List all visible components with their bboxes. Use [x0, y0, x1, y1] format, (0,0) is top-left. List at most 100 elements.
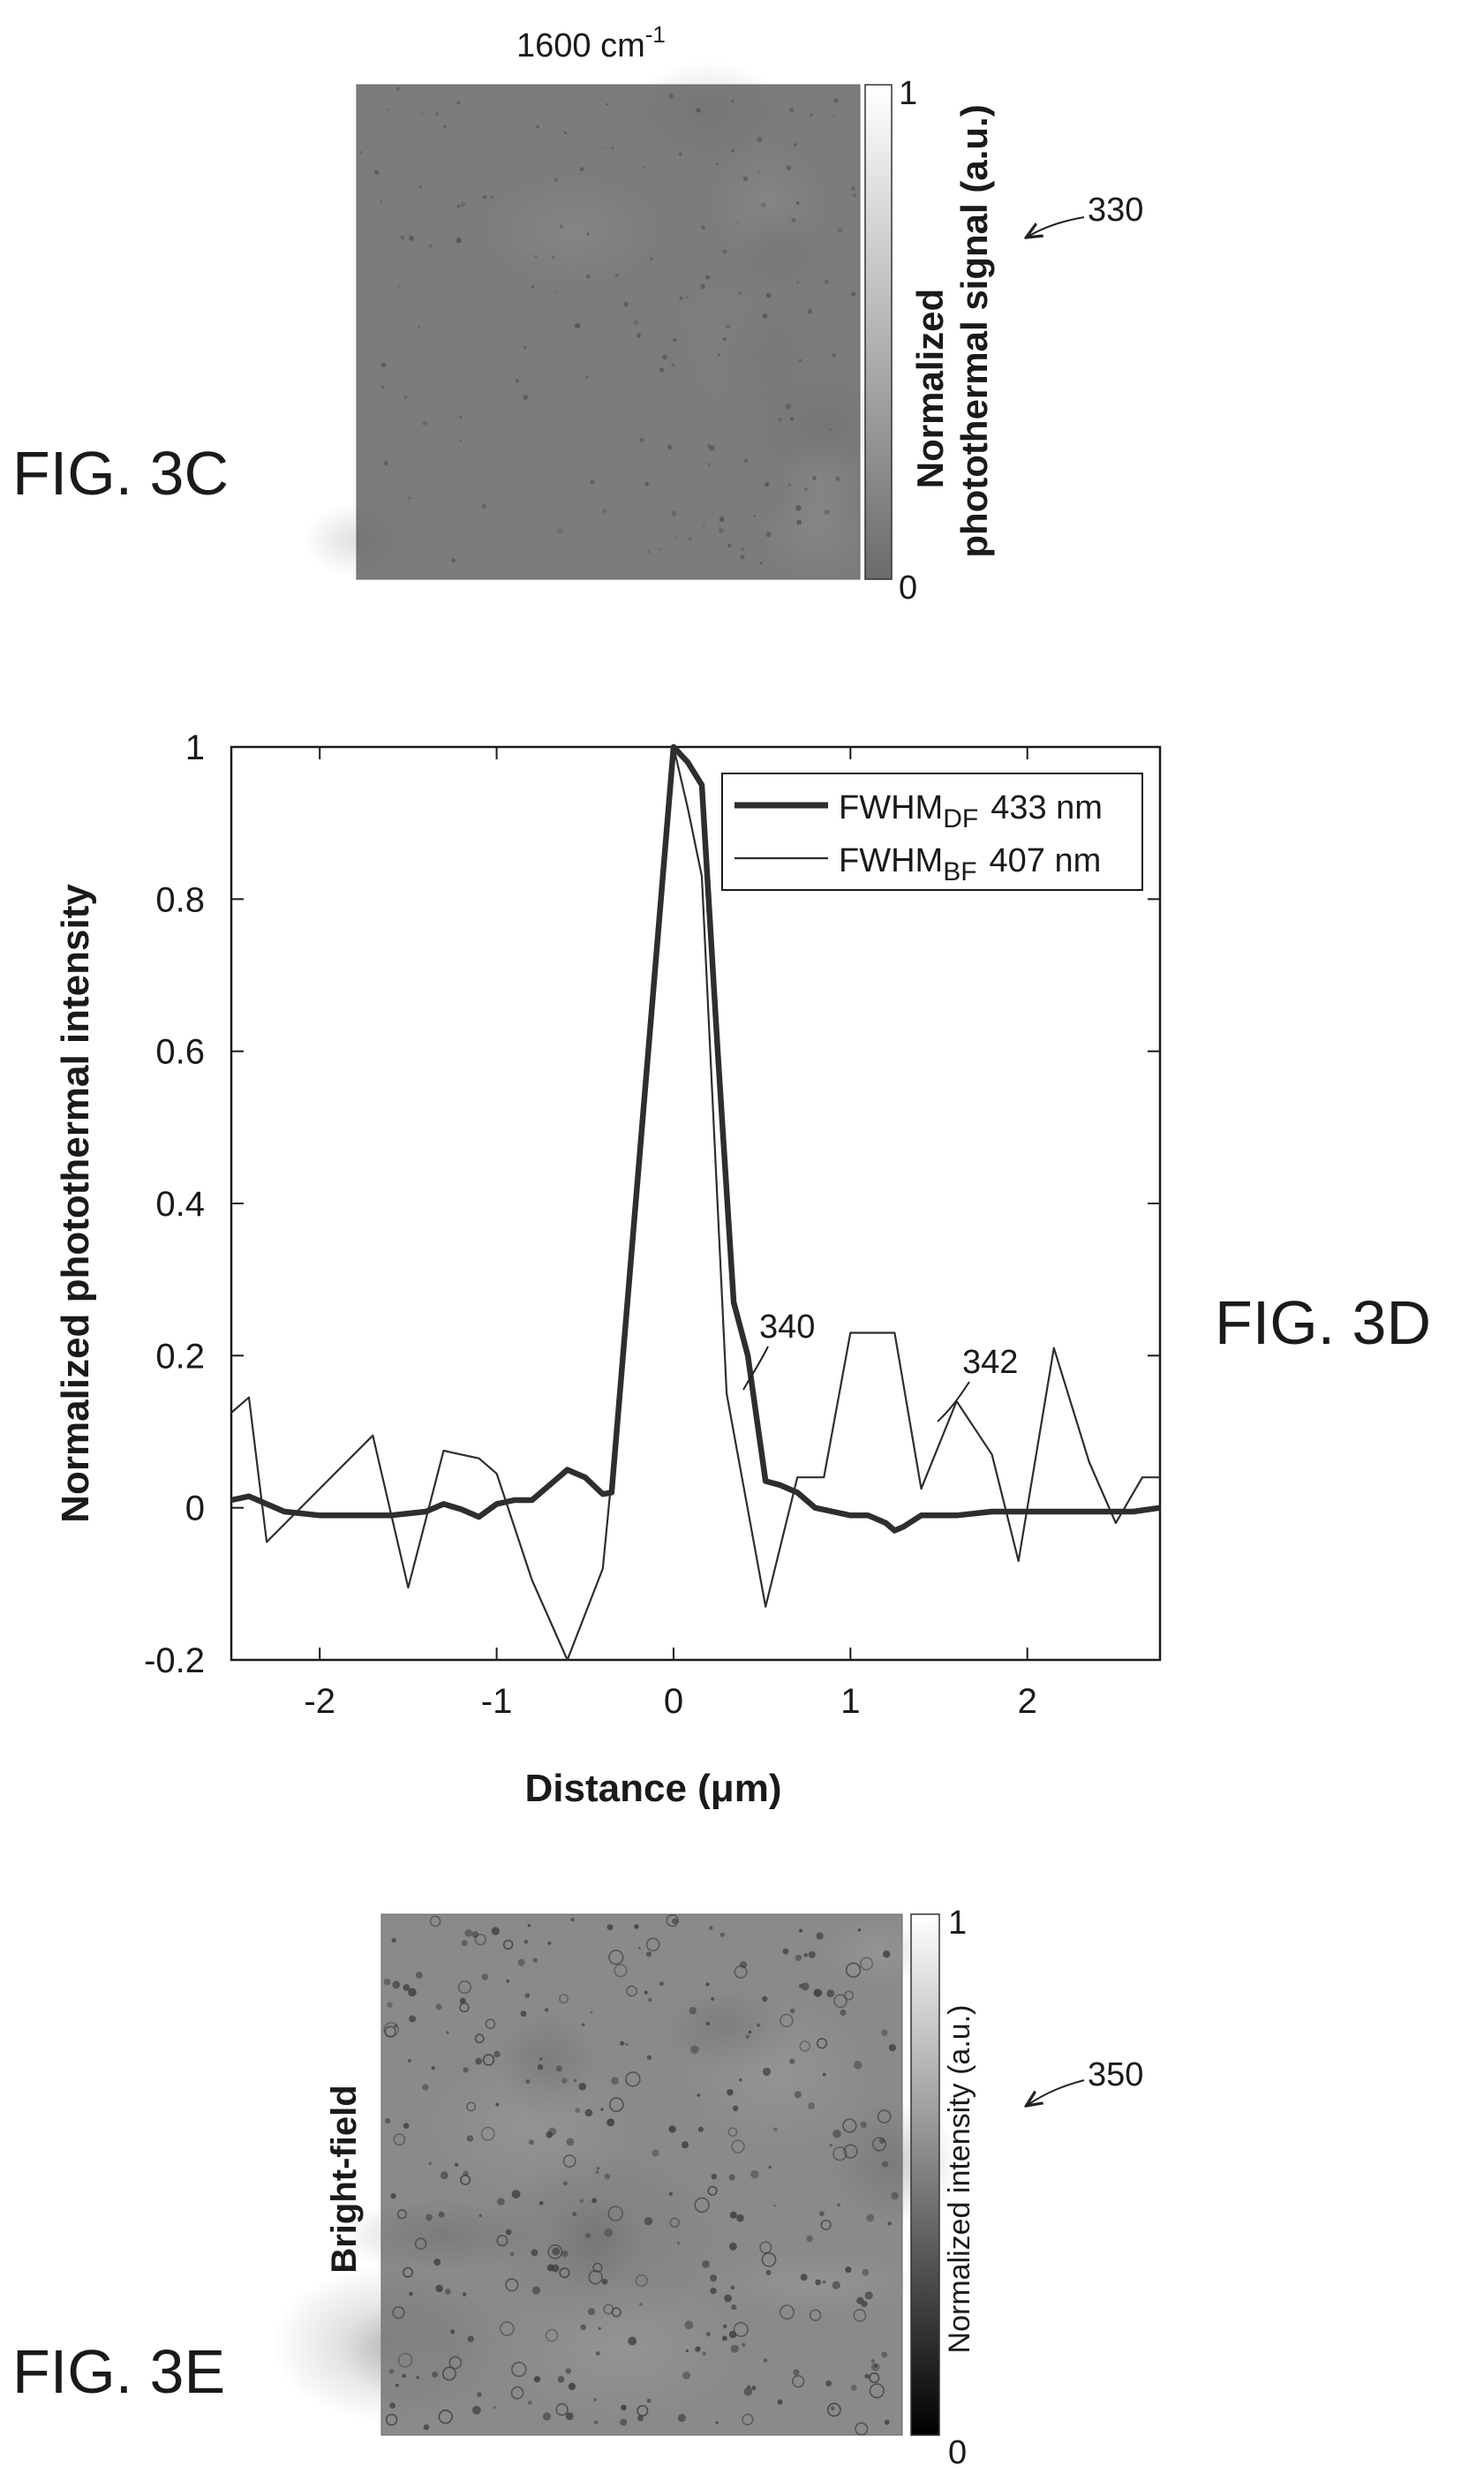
cell-dot [761, 2251, 777, 2267]
cell-dot [548, 2127, 557, 2136]
cell-dot [724, 2294, 732, 2303]
cell-dot [747, 2385, 751, 2389]
cell-dot [809, 2309, 822, 2321]
axis-ticks [231, 746, 1160, 1661]
cell-dot [608, 2097, 624, 2113]
cell-dot [563, 2181, 568, 2186]
cell-dot [637, 1946, 641, 1950]
cell-dot [840, 2009, 847, 2016]
cell-dot [773, 2127, 778, 2131]
cell-dot [459, 1997, 466, 2004]
cell-dot [799, 1928, 803, 1933]
cell-dot [646, 2398, 652, 2403]
cell-dot [570, 1917, 575, 1922]
cell-dot [826, 1989, 835, 1998]
cell-dot [869, 2383, 885, 2399]
speckle [743, 458, 748, 463]
cell-dot [385, 2413, 398, 2426]
cell-dot [736, 2214, 744, 2222]
cell-dot [634, 1924, 639, 1929]
cell-dot [559, 1994, 569, 2004]
cell-dot [562, 2154, 576, 2169]
speckle [491, 195, 494, 199]
cell-dot [881, 2351, 888, 2358]
cell-dot [590, 2010, 593, 2014]
speckle [788, 107, 795, 113]
speckle [555, 290, 559, 293]
speckle [590, 479, 595, 485]
cell-dot [795, 1954, 802, 1962]
cell-dot [531, 2286, 541, 2295]
cell-dot [415, 1972, 423, 1979]
reference-numeral-342: 342 [962, 1344, 1018, 1381]
cell-dot [742, 2342, 746, 2347]
cell-dot [575, 2108, 581, 2113]
speckle [636, 333, 642, 338]
cell-dot [850, 2384, 857, 2391]
colorbar-3c-min: 0 [899, 569, 917, 607]
cell-dot [393, 2133, 406, 2146]
speckle [796, 281, 800, 284]
cell-dot [387, 2002, 393, 2008]
cell-dot [697, 2093, 701, 2097]
cell-dot [572, 2212, 577, 2217]
cell-dot [727, 2089, 734, 2096]
speckle [408, 496, 411, 500]
speckle [421, 112, 424, 115]
series-line-bf [230, 745, 1160, 1662]
x-tick-label: 1 [840, 1682, 860, 1721]
speckle [585, 375, 589, 379]
cell-dot [493, 2406, 496, 2410]
cell-dot [727, 2127, 738, 2138]
cell-dot [801, 1982, 810, 1991]
cell-dot [659, 1981, 664, 1987]
cell-dot [711, 2173, 718, 2180]
x-tick-label: 2 [1018, 1682, 1037, 1721]
cell-dot [491, 1927, 500, 1935]
cell-dot [524, 1993, 531, 1998]
cell-dot [710, 2274, 718, 2282]
cell-dot [440, 2171, 448, 2180]
cell-dot [884, 2419, 890, 2425]
y-tick-label: -0.2 [144, 1641, 205, 1680]
cell-dot [684, 2320, 694, 2330]
cell-dot [682, 2371, 691, 2380]
speckle [400, 235, 405, 240]
speckle [560, 224, 563, 229]
cell-dot [608, 1950, 624, 1965]
mottle [337, 2199, 546, 2273]
mottle [478, 174, 666, 287]
cell-dot [742, 2413, 754, 2425]
cell-dot [426, 2214, 433, 2221]
speckle [795, 505, 802, 511]
y-tick-label: 0 [185, 1490, 205, 1528]
axis-tick-labels: -2 -1 0 1 2 -0.2 0 0.2 0.4 0.6 0.8 1 [144, 728, 1037, 1721]
cell-dot [728, 2242, 737, 2251]
cell-dot [579, 2199, 584, 2203]
cell-dot [580, 2324, 586, 2330]
speckle [482, 194, 487, 200]
y-tick-label: 1 [185, 728, 205, 767]
cell-dot [392, 1980, 401, 1989]
speckle [667, 444, 673, 450]
cell-dot [721, 2335, 727, 2342]
cell-dot [409, 2015, 417, 2023]
cell-dot [832, 2129, 841, 2138]
cell-dot [595, 2170, 599, 2175]
speckle [718, 524, 720, 527]
cell-dot [581, 2023, 585, 2027]
cell-dot [495, 2102, 500, 2107]
cell-dot [422, 2084, 429, 2091]
cell-dot [646, 2055, 652, 2061]
cell-dot [561, 2078, 568, 2084]
cell-dot [428, 2161, 433, 2165]
cell-dot [480, 2126, 495, 2141]
cell-dot [397, 2352, 413, 2368]
cell-dot [705, 2021, 710, 2026]
mottle [500, 2276, 745, 2419]
cell-dot [626, 1985, 638, 1997]
speckle [726, 324, 731, 329]
data-series [230, 743, 1161, 1662]
cell-dot [799, 2040, 810, 2052]
cell-dot [864, 2291, 873, 2300]
